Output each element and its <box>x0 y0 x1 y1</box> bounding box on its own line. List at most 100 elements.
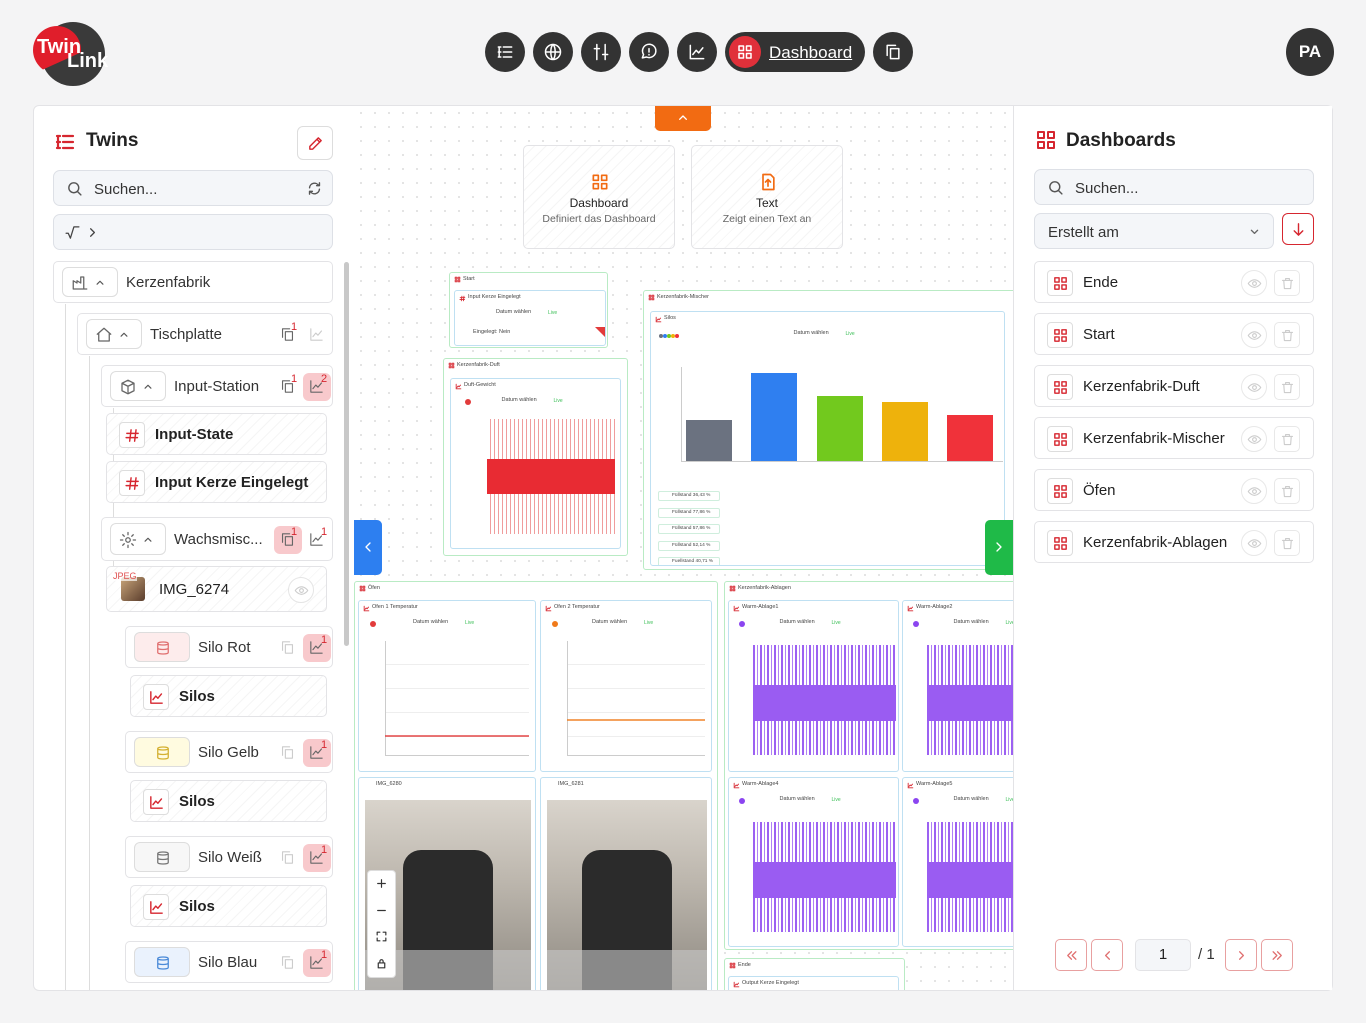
icon <box>1272 951 1282 960</box>
widget-title: Input Kerze Eingelegt <box>468 294 521 300</box>
view-button[interactable] <box>1241 426 1267 452</box>
charts-badge[interactable]: 1 <box>303 634 331 662</box>
date-button[interactable]: Datum wählen <box>780 796 828 806</box>
copies-badge[interactable] <box>274 949 302 977</box>
toolbox-item[interactable]: Dashboard Definiert das Dashboard <box>523 145 675 249</box>
delete-button[interactable] <box>1274 426 1300 452</box>
view-button[interactable] <box>1241 374 1267 400</box>
nav-button[interactable] <box>873 32 913 72</box>
view-button[interactable] <box>1241 322 1267 348</box>
toolbox-item[interactable]: Text Zeigt einen Text an <box>691 145 843 249</box>
zoom-button[interactable] <box>368 871 395 897</box>
delete-button[interactable] <box>1274 478 1300 504</box>
filter-box[interactable] <box>53 214 333 250</box>
value-label: Fuellstand 40,71 % <box>672 559 714 564</box>
nav-button[interactable] <box>581 32 621 72</box>
page-button[interactable] <box>1055 939 1087 971</box>
tree-leaf[interactable]: Silos <box>130 885 327 927</box>
page-button[interactable] <box>1091 939 1123 971</box>
tree-node[interactable]: Silo Gelb 1 <box>125 731 333 773</box>
copies-badge[interactable]: 1 <box>274 321 302 349</box>
page-button[interactable] <box>1261 939 1293 971</box>
delete-button[interactable] <box>1274 322 1300 348</box>
widget-card: Warm-Ablage2 Datum wählen Live <box>902 600 1013 772</box>
charts-badge[interactable]: 1 <box>303 844 331 872</box>
tree-leaf[interactable]: Input-State <box>106 413 327 455</box>
toolbox-toggle[interactable] <box>655 106 711 131</box>
nav-button[interactable] <box>533 32 573 72</box>
date-button[interactable]: Datum wählen <box>592 619 640 629</box>
nav-dashboard[interactable]: Dashboard <box>725 32 865 72</box>
tree-node[interactable]: Tischplatte 1 <box>77 313 333 355</box>
tree-node[interactable]: Silo Weiß 1 <box>125 836 333 878</box>
node-label: Silo Weiß <box>198 849 262 866</box>
tree-leaf[interactable]: Input Kerze Eingelegt <box>106 461 327 503</box>
widget-card: Ofen 1 Temperatur Datum wählen Live <box>358 600 536 772</box>
zoom-button[interactable] <box>368 951 395 977</box>
dashboard-item[interactable]: Kerzenfabrik-Duft <box>1034 365 1314 407</box>
value-label-row: Füllstand 36,43 % <box>658 491 720 501</box>
page-input[interactable]: 1 <box>1135 939 1191 971</box>
tree-leaf[interactable]: Silos <box>130 675 327 717</box>
tree-leaf[interactable]: Silos <box>130 780 327 822</box>
edit-button[interactable] <box>297 126 333 160</box>
dashboard-item[interactable]: Kerzenfabrik-Ablagen <box>1034 521 1314 563</box>
tree-node[interactable]: Silo Rot 1 <box>125 626 333 668</box>
date-button[interactable]: Datum wählen <box>954 619 1002 629</box>
tree-node[interactable]: Silo Blau 1 <box>125 941 333 983</box>
sort-order-button[interactable] <box>1282 213 1314 245</box>
avatar[interactable]: PA <box>1286 28 1334 76</box>
zoom-button[interactable] <box>368 898 395 924</box>
tree-leaf[interactable]: JPEG IMG_6274 <box>106 566 327 612</box>
nav-button[interactable] <box>629 32 669 72</box>
date-button[interactable]: Datum wählen <box>794 330 842 340</box>
delete-button[interactable] <box>1274 270 1300 296</box>
dashboard-item[interactable]: Kerzenfabrik-Mischer <box>1034 417 1314 459</box>
charts-badge[interactable]: 1 <box>303 739 331 767</box>
leaf-icon-box <box>143 789 169 815</box>
view-button[interactable] <box>1241 270 1267 296</box>
dashboard-item[interactable]: Start <box>1034 313 1314 355</box>
node-label: Tischplatte <box>150 326 222 343</box>
copies-badge[interactable] <box>274 634 302 662</box>
copies-badge[interactable] <box>274 739 302 767</box>
nav-right[interactable] <box>985 520 1013 575</box>
legend-dot <box>671 334 675 338</box>
date-button[interactable]: Datum wählen <box>780 619 828 629</box>
tree-node[interactable]: Kerzenfabrik <box>53 261 333 303</box>
page-button[interactable] <box>1225 939 1257 971</box>
group-title: Öfen <box>368 585 380 591</box>
visibility-button[interactable] <box>288 577 314 603</box>
charts-badge[interactable] <box>303 321 331 349</box>
copies-badge[interactable]: 1 <box>274 373 302 401</box>
sort-select[interactable]: Erstellt am <box>1034 213 1274 249</box>
node-icon-box <box>86 319 142 349</box>
dashboard-item[interactable]: Öfen <box>1034 469 1314 511</box>
charts-badge[interactable]: 2 <box>303 373 331 401</box>
icon <box>497 46 513 58</box>
search-box[interactable]: Suchen... <box>1034 169 1314 205</box>
date-button[interactable]: Datum wählen <box>496 309 544 319</box>
copies-badge[interactable] <box>274 844 302 872</box>
copies-badge[interactable]: 1 <box>274 526 302 554</box>
date-button[interactable]: Datum wählen <box>413 619 461 629</box>
view-button[interactable] <box>1241 530 1267 556</box>
search-box[interactable]: Suchen... <box>53 170 333 206</box>
charts-badge[interactable]: 1 <box>303 949 331 977</box>
delete-button[interactable] <box>1274 374 1300 400</box>
charts-badge[interactable]: 1 <box>303 526 331 554</box>
delete-button[interactable] <box>1274 530 1300 556</box>
image-thumb <box>121 577 145 601</box>
tree-node[interactable]: Input-Station 1 2 <box>101 365 333 407</box>
tree-node[interactable]: Wachsmisc... 1 1 <box>101 517 333 561</box>
icon <box>150 691 163 704</box>
view-button[interactable] <box>1241 478 1267 504</box>
date-label: Datum wählen <box>501 397 537 403</box>
nav-left[interactable] <box>354 520 382 575</box>
nav-button[interactable] <box>677 32 717 72</box>
nav-button[interactable] <box>485 32 525 72</box>
dashboard-item[interactable]: Ende <box>1034 261 1314 303</box>
date-button[interactable]: Datum wählen <box>502 397 550 407</box>
date-button[interactable]: Datum wählen <box>954 796 1002 806</box>
zoom-button[interactable] <box>368 924 395 950</box>
